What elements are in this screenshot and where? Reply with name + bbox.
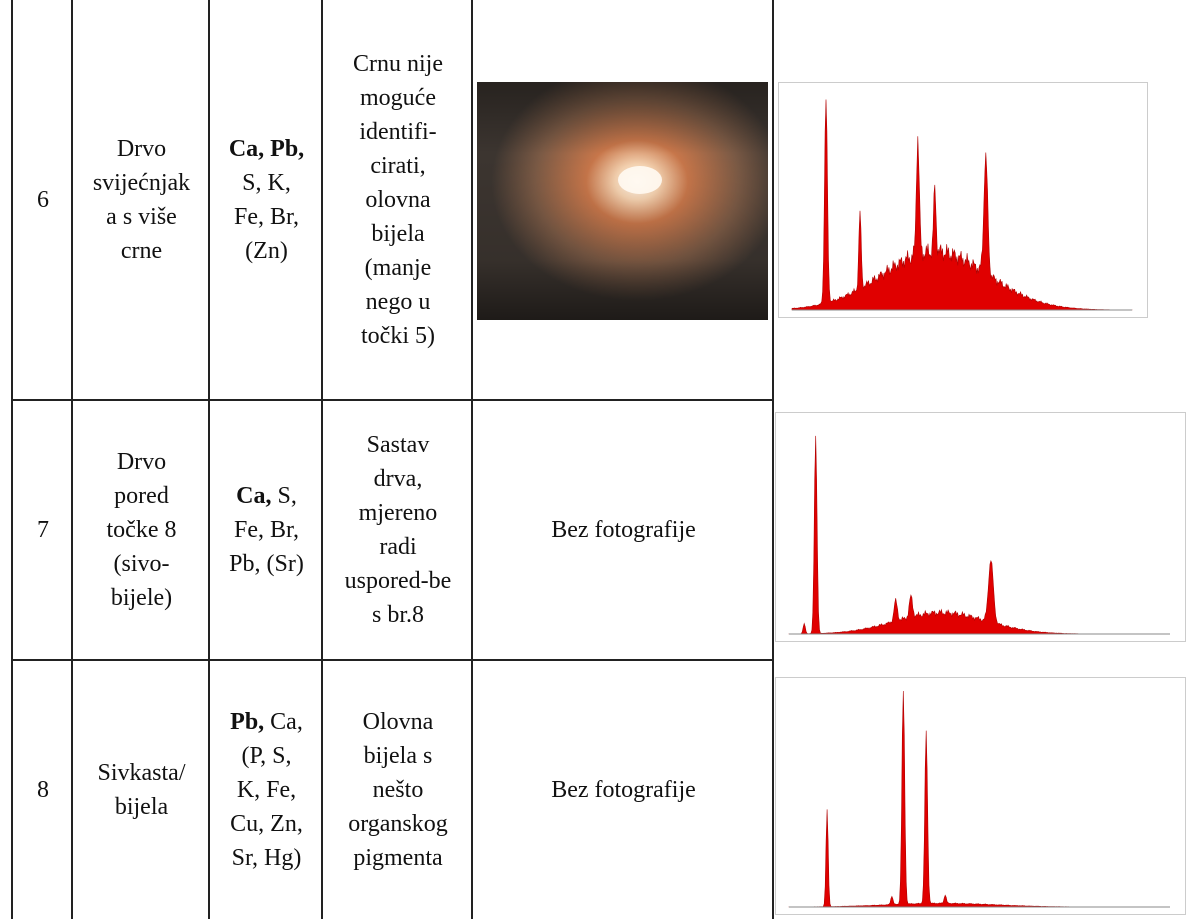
cell: Drvo svijećnjak a s više crne	[74, 0, 209, 400]
note-line: moguće	[360, 85, 436, 111]
note-line: cirati,	[370, 153, 426, 179]
cell: Olovna bijela s nešto organskog pigmenta	[324, 660, 472, 919]
photo	[477, 82, 768, 320]
sample-line: a s više	[106, 204, 177, 230]
note-line: s br.8	[371, 602, 424, 628]
cell: Pb, Ca, (P, S, K, Fe, Cu, Zn, Sr, Hg)	[211, 660, 322, 919]
element-text: S,	[277, 483, 297, 509]
sample-line: bijela	[114, 793, 169, 820]
sample-line: Drvo	[116, 449, 167, 475]
border	[11, 0, 13, 919]
element-text: Pb, (Sr)	[229, 551, 304, 577]
note-line: pigmenta	[353, 844, 443, 871]
element-text: Fe, Br,	[233, 517, 300, 543]
cell: Sastav drva, mjereno radi uspored-be s br.8	[324, 400, 472, 660]
note-line: mjereno	[358, 500, 438, 526]
elements-line: Sr, Hg)	[232, 841, 302, 875]
sample-line: Sivkasta/	[97, 759, 186, 786]
spectrum	[791, 99, 1133, 311]
cell: Bez fotografije	[474, 400, 773, 660]
element-text: (P, S,	[241, 742, 292, 769]
border	[208, 0, 210, 919]
note-line: uspored-be	[344, 568, 452, 594]
note-line: točki 5)	[361, 323, 435, 349]
border	[12, 399, 774, 401]
cell: Sivkasta/bijela	[74, 660, 209, 919]
element-bold: Ca,	[236, 483, 272, 509]
element-text: Ca,	[270, 708, 303, 735]
element-text: (Zn)	[245, 238, 288, 264]
sample-line: Drvo	[116, 136, 167, 162]
sample-line: svijećnjak	[92, 170, 191, 196]
spectrum	[788, 435, 1170, 635]
spectrum-curve	[788, 435, 1170, 635]
cell: 8	[14, 660, 72, 919]
note-line: nego u	[365, 289, 431, 315]
note-line: Sastav	[366, 432, 430, 458]
note-line: radi	[379, 534, 417, 560]
elements-line: Ca, Pb,	[229, 132, 304, 166]
sample-line: (sivo-	[113, 551, 170, 577]
elements-line: Fe, Br,	[234, 513, 299, 547]
element-bold: Ca, Pb,	[228, 136, 305, 162]
sample-line: crne	[120, 238, 163, 264]
cell: Ca, Pb, S, K, Fe, Br, (Zn)	[211, 0, 322, 400]
element-text: Sr, Hg)	[231, 844, 302, 871]
spectrum-curve	[791, 99, 1133, 311]
spectrum-frame	[775, 412, 1186, 642]
spectrum	[788, 690, 1170, 908]
note-line: olovna	[365, 187, 431, 213]
sample-line: točke 8	[106, 517, 177, 543]
row-number: 6	[37, 187, 49, 213]
border	[12, 659, 774, 661]
photo-placeholder: Bez fotografije	[551, 776, 696, 803]
note-line: (manje	[364, 255, 432, 281]
border	[71, 0, 73, 919]
elements-line: Cu, Zn,	[230, 807, 303, 841]
row-number: 7	[37, 517, 49, 543]
note-line: nešto	[372, 776, 424, 803]
elements-line: Pb, (Sr)	[229, 547, 304, 581]
sample-line: bijele)	[110, 585, 173, 611]
cell: Drvo pored točke 8 (sivo-bijele)	[74, 400, 209, 660]
cell: Ca, S, Fe, Br, Pb, (Sr)	[211, 400, 322, 660]
note-line: bijela	[371, 221, 425, 247]
border	[772, 0, 774, 919]
note-line: organskog	[348, 810, 448, 837]
cell: 6	[14, 0, 72, 400]
element-text: Cu, Zn,	[230, 810, 303, 837]
elements-line: Pb, Ca,	[230, 705, 303, 739]
note-line: drva,	[373, 466, 423, 492]
spectrum-frame	[775, 677, 1186, 915]
photo-placeholder: Bez fotografije	[551, 517, 696, 543]
cell: 7	[14, 400, 72, 660]
note-line: Olovna	[362, 708, 434, 735]
element-bold: Pb,	[230, 708, 265, 735]
elements-line: (P, S,	[241, 739, 291, 773]
elements-line: K, Fe,	[237, 773, 296, 807]
row-number: 8	[37, 776, 49, 803]
elements-line: S, K,	[242, 166, 291, 200]
elements-line: Fe, Br,	[234, 200, 299, 234]
elements-line: Ca, S,	[236, 479, 297, 513]
border	[321, 0, 323, 919]
note-line: Crnu nije	[353, 51, 443, 77]
spectrum-curve	[788, 690, 1170, 908]
note-line: bijela s	[363, 742, 433, 769]
elements-line: (Zn)	[245, 234, 288, 268]
note-line: identifi-	[359, 119, 437, 145]
element-text: Fe, Br,	[233, 204, 300, 230]
sample-line: pored	[114, 483, 169, 509]
cell: Bez fotografije	[474, 660, 773, 919]
element-text: S, K,	[242, 170, 291, 196]
border	[471, 0, 473, 919]
element-text: K, Fe,	[236, 776, 297, 803]
cell: Crnu nije moguće identifi-cirati, olovna bij…	[324, 0, 472, 400]
